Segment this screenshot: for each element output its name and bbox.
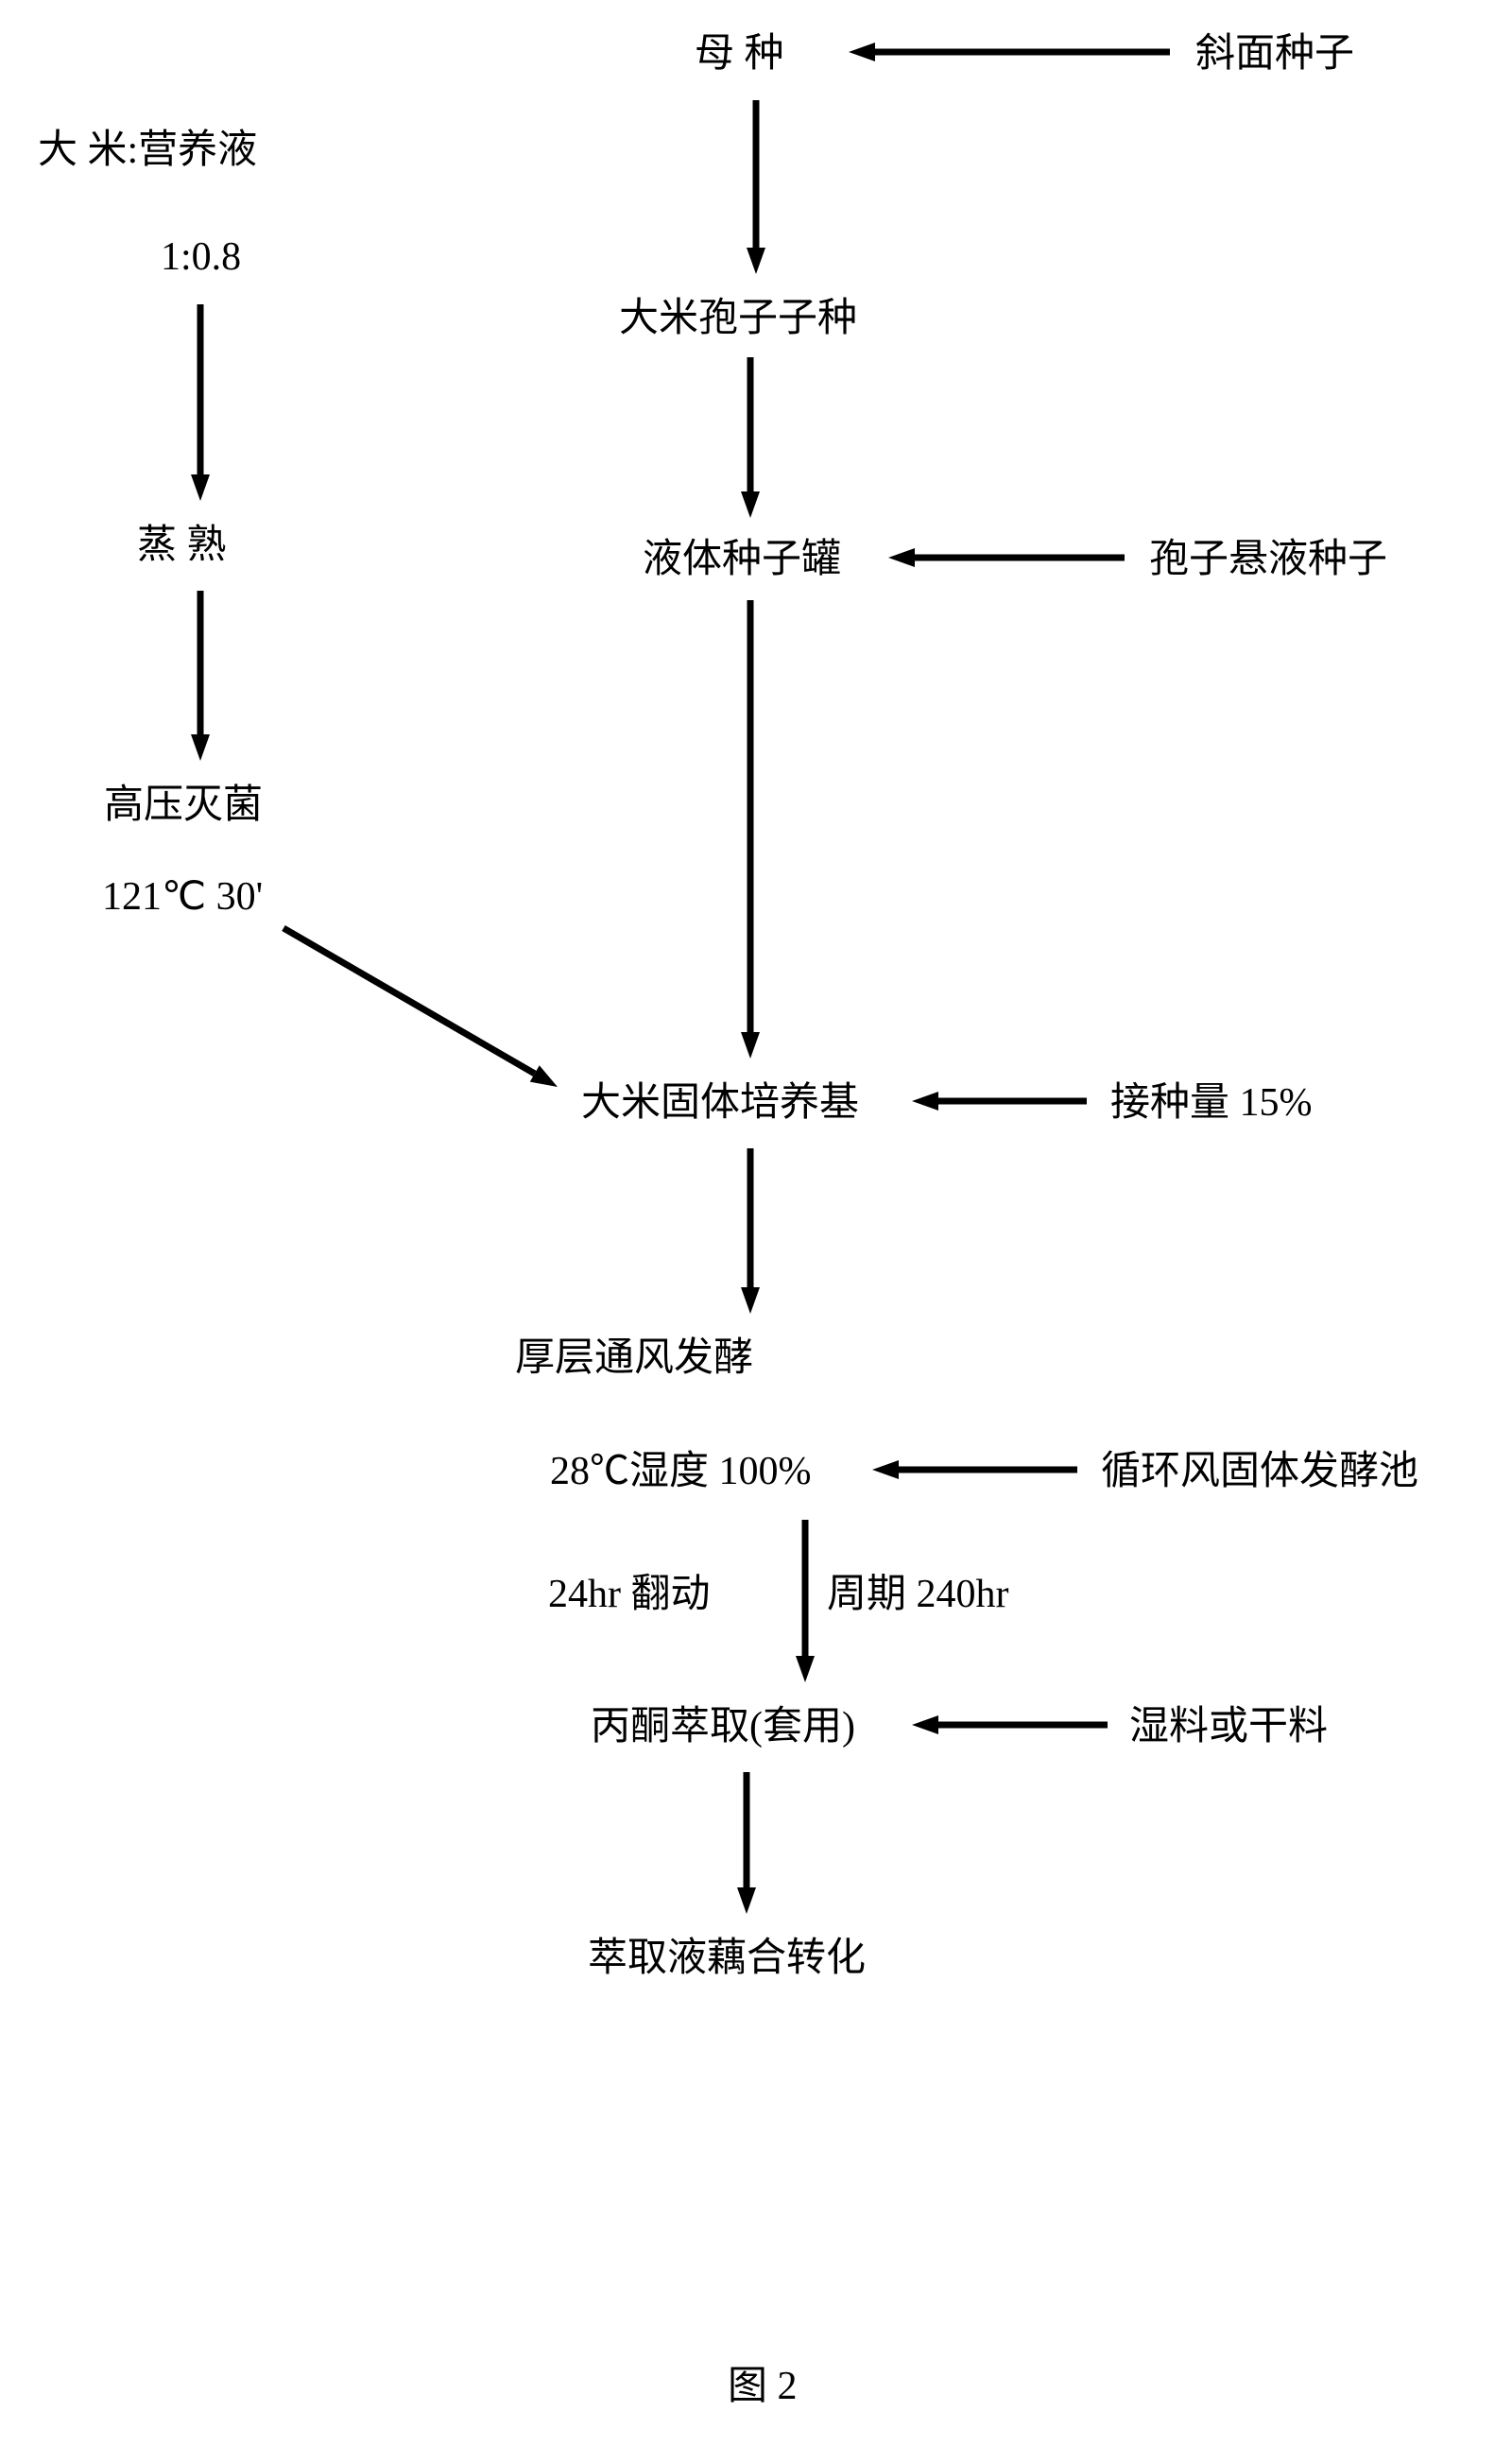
mother-seed-node: 母 种 [695,28,784,80]
arrowhead-medium_to_thick [741,1287,760,1314]
arrowhead-autoclave_to_medium [530,1065,558,1087]
slant-seed-node: 斜面种子 [1195,28,1354,80]
extract-coupling-node: 萃取液藕合转化 [588,1933,866,1985]
arrowhead-inoculation_to_medium [912,1092,938,1111]
arrowhead-rice_spore_to_liquid [741,491,760,518]
liquid-seed-tank-node: 液体种子罐 [643,534,841,586]
arrowhead-wet_to_acetone [912,1715,938,1734]
arrows-svg [0,0,1512,2446]
arrowhead-acetone_to_extract [737,1887,756,1914]
arrowhead-liquid_to_medium [741,1032,760,1059]
arrowhead-thick_to_acetone [796,1656,815,1682]
acetone-extract-node: 丙酮萃取(套用) [591,1701,855,1753]
arrowhead-steam_to_autoclave [191,734,210,761]
steam-cook-node: 蒸 熟 [137,520,227,572]
rice-nutrient-ratio-node: 1:0.8 [161,232,241,284]
inoculation-amount-node: 接种量 15% [1110,1077,1313,1129]
circulating-tank-node: 循环风固体发酵池 [1101,1446,1418,1498]
thick-layer-ferment-node: 厚层通风发酵 [515,1333,753,1385]
arrow-autoclave_to_medium [284,928,535,1074]
wet-dry-material-node: 湿料或干料 [1129,1701,1328,1753]
spore-suspension-node: 孢子悬液种子 [1149,534,1387,586]
temp-humidity-node: 28℃湿度 100% [550,1446,812,1498]
turn-period-right-node: 周期 240hr [827,1569,1009,1621]
arrowhead-spore_susp_to_liquid [888,548,915,567]
arrowhead-circulating_to_temp [872,1460,899,1479]
figure-caption: 图 2 [728,2353,798,2411]
rice-nutrient-label-node: 大 米:营养液 [38,125,257,177]
turn-period-left-node: 24hr 翻动 [548,1569,711,1621]
arrowhead-ratio_to_steam [191,474,210,501]
autoclave-line2-node: 121℃ 30' [102,871,263,923]
arrowhead-slant_to_mother [849,43,875,61]
arrowhead-mother_to_rice_spore [747,248,765,274]
rice-solid-medium-node: 大米固体培养基 [581,1077,859,1129]
rice-spore-seed-node: 大米孢子子种 [619,293,857,345]
autoclave-line1-node: 高压灭菌 [104,780,263,832]
